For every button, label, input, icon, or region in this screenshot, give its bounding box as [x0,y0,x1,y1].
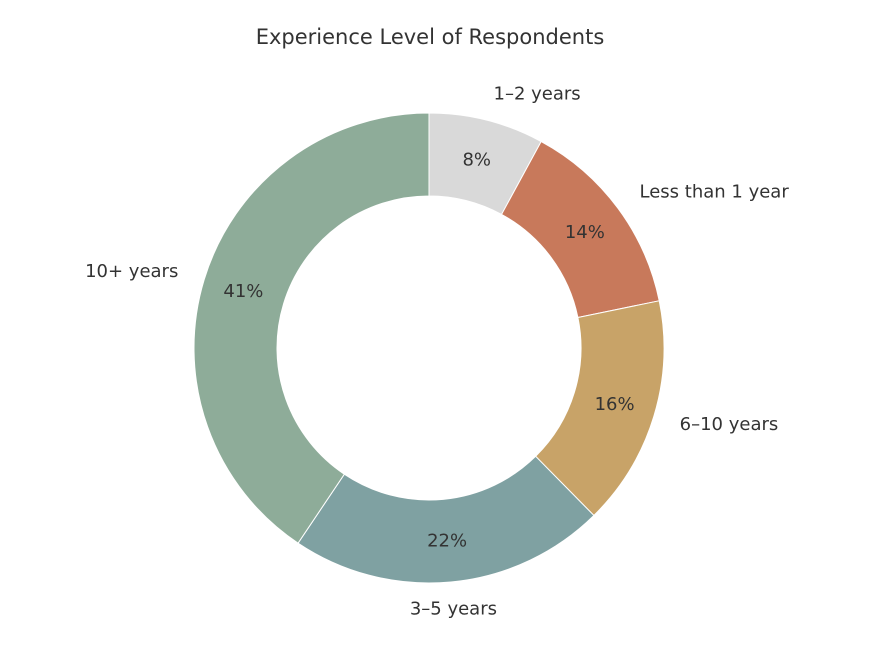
chart-title: Experience Level of Respondents [256,25,605,49]
pct-label-6-10-years: 16% [595,394,635,415]
pct-label-1-2-years: 8% [462,149,491,170]
slices-group: 8% 14% 16% 22% 41% [193,112,665,584]
slice-10-years [193,112,430,544]
slice-3-5-years [297,455,595,584]
pct-label-less-than-1-year: 14% [565,222,605,243]
pct-label-3-5-years: 22% [427,531,467,552]
category-label-less-than-1-year: Less than 1 year [640,182,790,203]
category-label-1-2-years: 1–2 years [494,84,581,105]
labels-group: 1–2 years Less than 1 year 6–10 years 3–5 y… [85,84,789,620]
category-label-6-10-years: 6–10 years [680,414,779,435]
pct-label-10-years: 41% [223,281,263,302]
category-label-3-5-years: 3–5 years [410,598,497,619]
category-label-10-years: 10+ years [85,261,178,282]
